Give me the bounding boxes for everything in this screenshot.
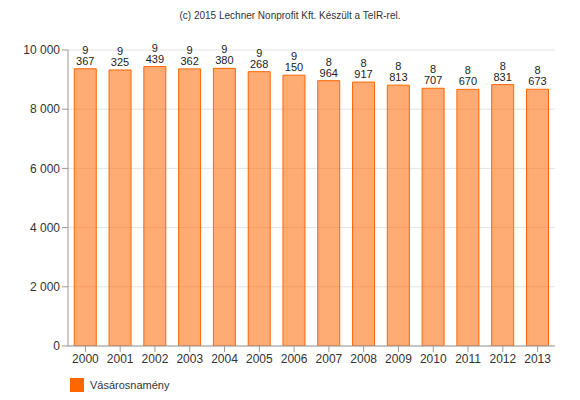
svg-text:8917: 8917 xyxy=(354,57,372,80)
svg-text:2 000: 2 000 xyxy=(30,280,60,294)
svg-text:9325: 9325 xyxy=(111,45,129,68)
svg-text:2007: 2007 xyxy=(316,352,343,366)
svg-text:0: 0 xyxy=(53,339,60,353)
svg-text:8813: 8813 xyxy=(389,60,407,83)
svg-text:2009: 2009 xyxy=(385,352,412,366)
svg-text:2011: 2011 xyxy=(455,352,481,366)
svg-text:2004: 2004 xyxy=(211,352,238,366)
svg-text:2008: 2008 xyxy=(350,352,377,366)
svg-text:8670: 8670 xyxy=(459,64,477,87)
svg-text:2006: 2006 xyxy=(281,352,308,366)
svg-text:6 000: 6 000 xyxy=(30,162,60,176)
svg-text:10 000: 10 000 xyxy=(23,43,60,57)
svg-text:8831: 8831 xyxy=(494,60,512,83)
svg-text:9150: 9150 xyxy=(285,50,303,73)
svg-text:9439: 9439 xyxy=(146,42,164,65)
svg-text:9367: 9367 xyxy=(76,44,94,67)
svg-text:8673: 8673 xyxy=(528,64,546,87)
svg-text:8964: 8964 xyxy=(320,56,338,79)
svg-text:2012: 2012 xyxy=(489,352,516,366)
svg-text:4 000: 4 000 xyxy=(30,221,60,235)
svg-text:2001: 2001 xyxy=(107,352,134,366)
svg-text:8 000: 8 000 xyxy=(30,102,60,116)
svg-text:2013: 2013 xyxy=(524,352,551,366)
svg-text:2000: 2000 xyxy=(72,352,99,366)
svg-text:9362: 9362 xyxy=(180,44,198,67)
svg-text:9380: 9380 xyxy=(215,43,233,66)
svg-text:8707: 8707 xyxy=(424,63,442,86)
html-text:(c) 2015 Lechner Nonprofit Kft: (c) 2015 Lechner Nonprofit Kft. Készült … xyxy=(179,10,401,21)
html-text:Vásárosnamény: Vásárosnamény xyxy=(90,379,170,391)
svg-text:2005: 2005 xyxy=(246,352,273,366)
svg-text:2003: 2003 xyxy=(176,352,203,366)
svg-text:2010: 2010 xyxy=(420,352,447,366)
svg-text:2002: 2002 xyxy=(142,352,169,366)
svg-text:9268: 9268 xyxy=(250,47,268,70)
